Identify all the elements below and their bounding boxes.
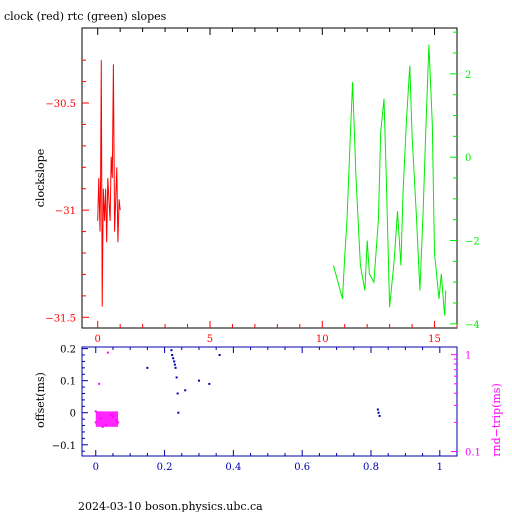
point-offset <box>173 360 176 363</box>
point-offset <box>175 376 178 379</box>
top-ytick-right-label: 2 <box>465 70 471 81</box>
point-offset <box>177 411 180 414</box>
bottom-ytick-right-label: 1 <box>465 351 471 362</box>
point-offset <box>174 366 177 369</box>
top-ytick-left-label: −31.5 <box>45 313 76 324</box>
top-xtick-label: 10 <box>316 334 329 345</box>
top-ytick-left-label: −31 <box>55 206 76 217</box>
bottom-panel: 0 0.2 0.4 0.6 0.8 1 0.2 0.1 0 −0.1 1 0.1 <box>52 345 481 473</box>
bottom-xtick-label: 0 <box>93 462 99 473</box>
bottom-xtick-label: 0.8 <box>363 462 379 473</box>
bottom-ytick-right-label: 0.1 <box>465 448 481 459</box>
bottom-xtick-label: 1 <box>437 462 443 473</box>
point-offset <box>172 357 175 360</box>
rndtrip-cloud <box>95 411 119 427</box>
point-rnd-trip <box>98 382 101 385</box>
bottom-ytick-left-label: 0 <box>70 409 76 420</box>
point-offset <box>218 354 221 357</box>
bottom-ylabel-right: rnd−trip(ms) <box>490 383 503 457</box>
series-line-clock <box>97 60 121 307</box>
bottom-xtick-label: 0.2 <box>157 462 173 473</box>
top-ytick-left-label: −30.5 <box>45 99 76 110</box>
top-panel: 0 5 10 15 −30.5 −31 −31.5 2 0 −2 −4 <box>45 28 480 345</box>
chart-title: clock (red) rtc (green) slopes <box>4 10 167 23</box>
bottom-ytick-left-label: 0.1 <box>60 377 76 388</box>
top-xtick-label: 5 <box>207 334 213 345</box>
bottom-xtick-label: 0.6 <box>294 462 310 473</box>
footer-text: 2024-03-10 boson.physics.ubc.ca <box>78 500 263 512</box>
series-line-rtc <box>333 44 447 316</box>
top-xtick-label: 15 <box>428 334 441 345</box>
top-panel-frame <box>81 27 458 329</box>
top-ytick-right-label: −4 <box>465 320 480 331</box>
point-offset <box>208 382 211 385</box>
point-offset <box>170 349 173 352</box>
point-offset <box>146 366 149 369</box>
top-ylabel: clockslope <box>34 149 47 207</box>
point-offset <box>378 414 381 417</box>
top-ytick-right-label: −2 <box>465 237 480 248</box>
point-offset <box>184 389 187 392</box>
top-xtick-label: 0 <box>95 334 101 345</box>
point-rnd-trip <box>106 351 109 354</box>
bottom-panel-frame <box>81 346 458 457</box>
top-ytick-right-label: 0 <box>465 153 471 164</box>
point-offset <box>376 408 379 411</box>
bottom-xtick-label: 0.4 <box>225 462 241 473</box>
point-offset <box>197 379 200 382</box>
bottom-ytick-left-label: 0.2 <box>60 345 76 356</box>
point-offset <box>377 411 380 414</box>
point-offset <box>176 392 179 395</box>
bottom-ylabel-left: offset(ms) <box>34 372 47 428</box>
point-offset <box>173 363 176 366</box>
bottom-ytick-left-label: −0.1 <box>52 441 76 452</box>
point-offset <box>171 354 174 357</box>
